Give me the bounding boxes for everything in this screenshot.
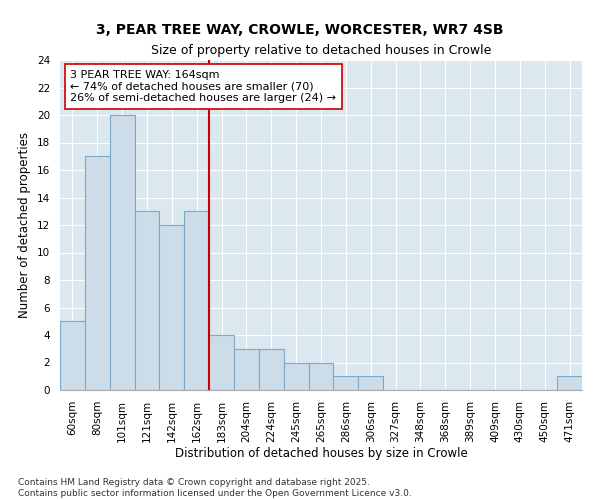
- X-axis label: Distribution of detached houses by size in Crowle: Distribution of detached houses by size …: [175, 448, 467, 460]
- Bar: [110, 115, 134, 390]
- Bar: [284, 362, 308, 390]
- Bar: [557, 376, 582, 390]
- Bar: [160, 225, 184, 390]
- Y-axis label: Number of detached properties: Number of detached properties: [19, 132, 31, 318]
- Bar: [60, 322, 85, 390]
- Bar: [308, 362, 334, 390]
- Text: 3, PEAR TREE WAY, CROWLE, WORCESTER, WR7 4SB: 3, PEAR TREE WAY, CROWLE, WORCESTER, WR7…: [96, 22, 504, 36]
- Bar: [259, 349, 284, 390]
- Bar: [234, 349, 259, 390]
- Title: Size of property relative to detached houses in Crowle: Size of property relative to detached ho…: [151, 44, 491, 58]
- Bar: [334, 376, 358, 390]
- Text: 3 PEAR TREE WAY: 164sqm
← 74% of detached houses are smaller (70)
26% of semi-de: 3 PEAR TREE WAY: 164sqm ← 74% of detache…: [70, 70, 337, 103]
- Bar: [85, 156, 110, 390]
- Text: Contains HM Land Registry data © Crown copyright and database right 2025.
Contai: Contains HM Land Registry data © Crown c…: [18, 478, 412, 498]
- Bar: [134, 211, 160, 390]
- Bar: [184, 211, 209, 390]
- Bar: [358, 376, 383, 390]
- Bar: [209, 335, 234, 390]
